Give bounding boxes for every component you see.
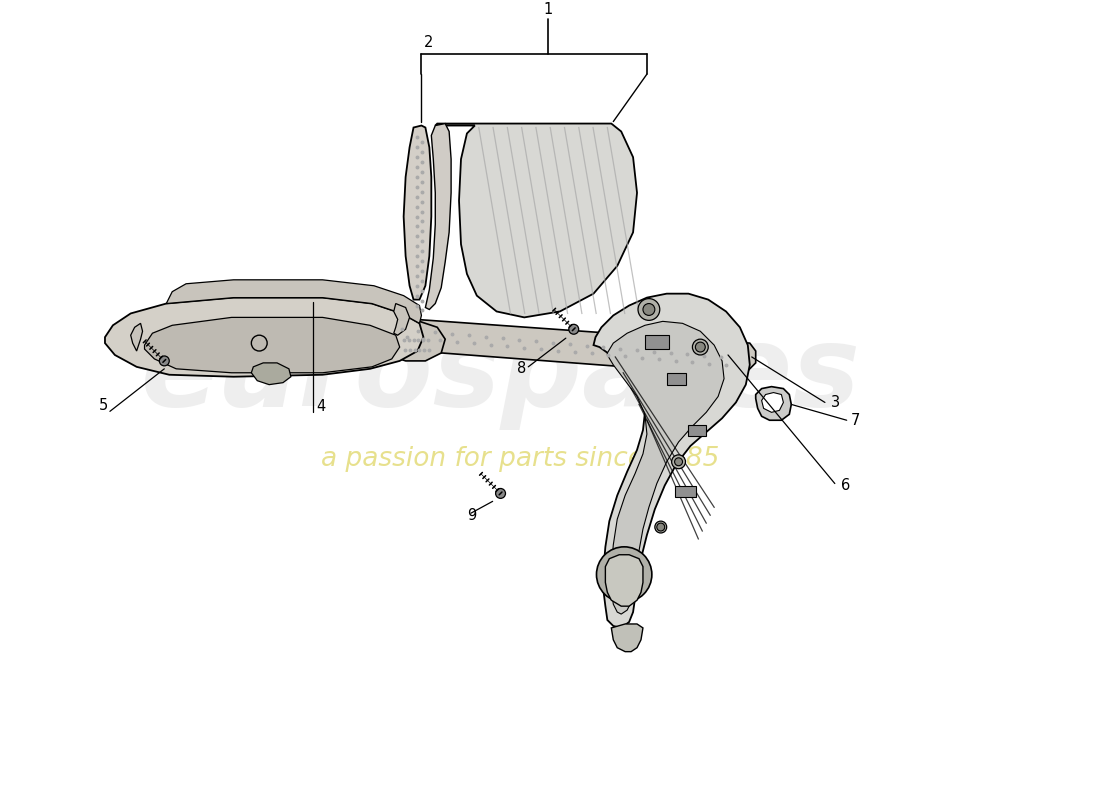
Polygon shape bbox=[389, 322, 446, 361]
Polygon shape bbox=[144, 318, 399, 373]
Bar bbox=[689, 425, 706, 436]
Circle shape bbox=[160, 356, 169, 366]
Text: 6: 6 bbox=[840, 478, 850, 493]
Polygon shape bbox=[594, 294, 750, 628]
Circle shape bbox=[614, 565, 634, 585]
Polygon shape bbox=[426, 123, 451, 310]
Bar bbox=[667, 373, 686, 385]
Text: 9: 9 bbox=[466, 508, 476, 522]
Text: 2: 2 bbox=[424, 35, 432, 50]
Bar bbox=[674, 486, 696, 498]
Polygon shape bbox=[761, 393, 783, 412]
Circle shape bbox=[692, 339, 708, 355]
Polygon shape bbox=[404, 126, 431, 299]
Polygon shape bbox=[104, 298, 424, 377]
Polygon shape bbox=[131, 323, 143, 351]
Polygon shape bbox=[605, 554, 643, 606]
Polygon shape bbox=[394, 303, 409, 335]
Circle shape bbox=[569, 324, 579, 334]
Text: a passion for parts since 1985: a passion for parts since 1985 bbox=[321, 446, 719, 472]
Circle shape bbox=[496, 489, 506, 498]
Text: 3: 3 bbox=[830, 395, 840, 410]
Text: 5: 5 bbox=[99, 398, 108, 414]
Polygon shape bbox=[607, 322, 724, 614]
Polygon shape bbox=[389, 319, 756, 374]
Circle shape bbox=[654, 521, 667, 533]
Polygon shape bbox=[166, 280, 421, 323]
Circle shape bbox=[674, 458, 682, 466]
Text: 8: 8 bbox=[517, 362, 526, 376]
Circle shape bbox=[672, 455, 685, 469]
Polygon shape bbox=[756, 386, 791, 420]
Bar bbox=[645, 335, 669, 349]
Text: 7: 7 bbox=[850, 413, 860, 428]
Circle shape bbox=[657, 523, 664, 531]
Polygon shape bbox=[612, 624, 643, 652]
Text: 4: 4 bbox=[317, 399, 326, 414]
Circle shape bbox=[596, 547, 652, 602]
Text: 1: 1 bbox=[543, 2, 552, 17]
Polygon shape bbox=[251, 363, 290, 385]
Text: eurospares: eurospares bbox=[141, 319, 860, 430]
Circle shape bbox=[695, 342, 705, 352]
Circle shape bbox=[606, 557, 642, 592]
Circle shape bbox=[638, 298, 660, 320]
Circle shape bbox=[644, 303, 654, 315]
Polygon shape bbox=[436, 123, 637, 318]
